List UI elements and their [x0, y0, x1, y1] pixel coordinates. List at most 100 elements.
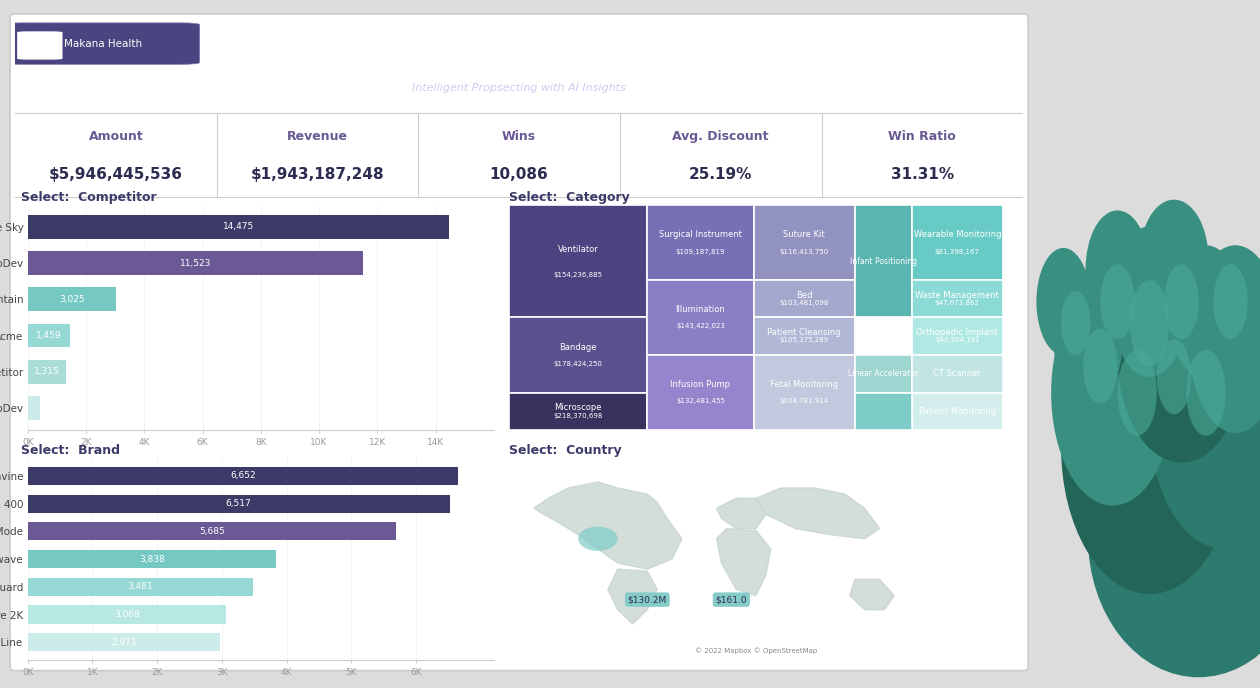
Text: Infant Positioning: Infant Positioning — [849, 257, 917, 266]
Text: 3,068: 3,068 — [115, 610, 140, 619]
Text: Bandage: Bandage — [559, 343, 597, 352]
Circle shape — [1187, 350, 1226, 436]
FancyBboxPatch shape — [10, 14, 1028, 671]
Bar — [28, 288, 116, 311]
Bar — [753, 354, 854, 430]
Text: Win Ratio: Win Ratio — [888, 129, 956, 142]
Bar — [911, 205, 1003, 280]
Circle shape — [1118, 350, 1157, 436]
Text: Medical Device Market Share and Win Rates: Medical Device Market Share and Win Rate… — [260, 39, 779, 58]
Circle shape — [1084, 328, 1118, 404]
Text: 3,481: 3,481 — [127, 582, 154, 591]
Bar — [911, 354, 1003, 393]
Text: $154,236,885: $154,236,885 — [553, 272, 602, 277]
Ellipse shape — [1118, 248, 1245, 462]
FancyBboxPatch shape — [18, 32, 63, 60]
Text: $5,946,445,536: $5,946,445,536 — [49, 167, 183, 182]
Text: Patient Monitoring: Patient Monitoring — [919, 407, 995, 416]
Circle shape — [1061, 291, 1090, 355]
Bar — [753, 280, 854, 317]
Text: 3,838: 3,838 — [139, 555, 165, 563]
Bar — [28, 495, 450, 513]
Text: Wearable Monitoring: Wearable Monitoring — [914, 230, 1000, 239]
Text: Surgical Instrument: Surgical Instrument — [659, 230, 742, 239]
Polygon shape — [534, 482, 682, 569]
Bar — [854, 354, 911, 393]
Polygon shape — [756, 488, 879, 539]
Bar — [28, 215, 450, 239]
Ellipse shape — [1149, 291, 1260, 548]
Text: $105,375,289: $105,375,289 — [780, 337, 829, 343]
Text: 25.19%: 25.19% — [689, 167, 752, 182]
Text: Infusion Pump: Infusion Pump — [670, 380, 731, 389]
Bar — [28, 605, 227, 623]
Text: $109,187,819: $109,187,819 — [675, 248, 726, 255]
Text: Select:  Competitor: Select: Competitor — [21, 191, 158, 204]
Text: Orthopedic Implant: Orthopedic Implant — [916, 327, 998, 336]
Text: Suture Kit: Suture Kit — [784, 230, 825, 239]
Text: Amount: Amount — [88, 129, 144, 142]
Text: $47,673,862: $47,673,862 — [935, 300, 979, 306]
Bar — [648, 354, 753, 430]
Text: $116,413,750: $116,413,750 — [780, 248, 829, 255]
Bar — [753, 317, 854, 354]
Ellipse shape — [1169, 246, 1242, 380]
Text: 10,086: 10,086 — [490, 167, 548, 182]
Bar — [854, 393, 911, 430]
Bar — [911, 280, 1003, 317]
Text: 3,025: 3,025 — [59, 294, 84, 304]
Text: Revenue: Revenue — [287, 129, 348, 142]
Bar — [28, 550, 276, 568]
Ellipse shape — [578, 526, 617, 551]
Bar — [911, 317, 1003, 354]
Text: Ventilator: Ventilator — [558, 246, 598, 255]
Bar — [28, 633, 220, 652]
Bar — [509, 317, 648, 393]
Text: $218,370,698: $218,370,698 — [553, 413, 602, 419]
Ellipse shape — [1037, 248, 1090, 355]
Text: Patient Cleansing: Patient Cleansing — [767, 327, 840, 336]
Bar — [28, 578, 253, 596]
Text: Waste Management: Waste Management — [915, 290, 999, 299]
Bar — [753, 205, 854, 280]
Bar — [28, 396, 40, 420]
Bar — [28, 360, 66, 383]
Text: 5,685: 5,685 — [199, 527, 224, 536]
Bar — [28, 324, 71, 347]
Text: Select:  Country: Select: Country — [509, 444, 621, 457]
Circle shape — [1164, 264, 1198, 339]
Bar — [28, 522, 396, 540]
Circle shape — [1100, 264, 1135, 339]
Text: Illumination: Illumination — [675, 305, 726, 314]
Circle shape — [1213, 264, 1247, 339]
Text: 14,475: 14,475 — [223, 222, 255, 231]
Bar — [911, 393, 1003, 430]
Text: Fetal Monitoring: Fetal Monitoring — [770, 380, 838, 389]
Ellipse shape — [1051, 280, 1174, 506]
Text: © 2022 Mapbox © OpenStreetMap: © 2022 Mapbox © OpenStreetMap — [694, 647, 818, 654]
Text: 6,517: 6,517 — [226, 499, 252, 508]
Text: $1,943,187,248: $1,943,187,248 — [251, 167, 384, 182]
Text: $130.2M: $130.2M — [627, 595, 667, 604]
Ellipse shape — [1089, 398, 1260, 677]
Bar — [648, 205, 753, 280]
Text: 31.31%: 31.31% — [891, 167, 954, 182]
Ellipse shape — [1061, 299, 1237, 594]
Text: $104,781,914: $104,781,914 — [780, 398, 829, 405]
Ellipse shape — [1110, 226, 1188, 377]
Text: Avg. Discount: Avg. Discount — [673, 129, 769, 142]
Text: $132,481,455: $132,481,455 — [677, 398, 724, 405]
Text: Makana Health: Makana Health — [63, 39, 141, 49]
Text: $143,422,023: $143,422,023 — [677, 323, 724, 330]
Polygon shape — [717, 498, 766, 528]
Text: 1,459: 1,459 — [37, 331, 62, 340]
Ellipse shape — [1188, 246, 1260, 433]
Bar — [28, 466, 459, 485]
Text: CT Scanner: CT Scanner — [934, 369, 982, 378]
Text: 11,523: 11,523 — [180, 259, 212, 268]
Text: Intelligent Propsecting with AI Insights: Intelligent Propsecting with AI Insights — [412, 83, 626, 93]
Text: 1,315: 1,315 — [34, 367, 59, 376]
Polygon shape — [849, 579, 895, 610]
Text: $103,481,098: $103,481,098 — [780, 300, 829, 306]
Bar — [509, 205, 648, 317]
